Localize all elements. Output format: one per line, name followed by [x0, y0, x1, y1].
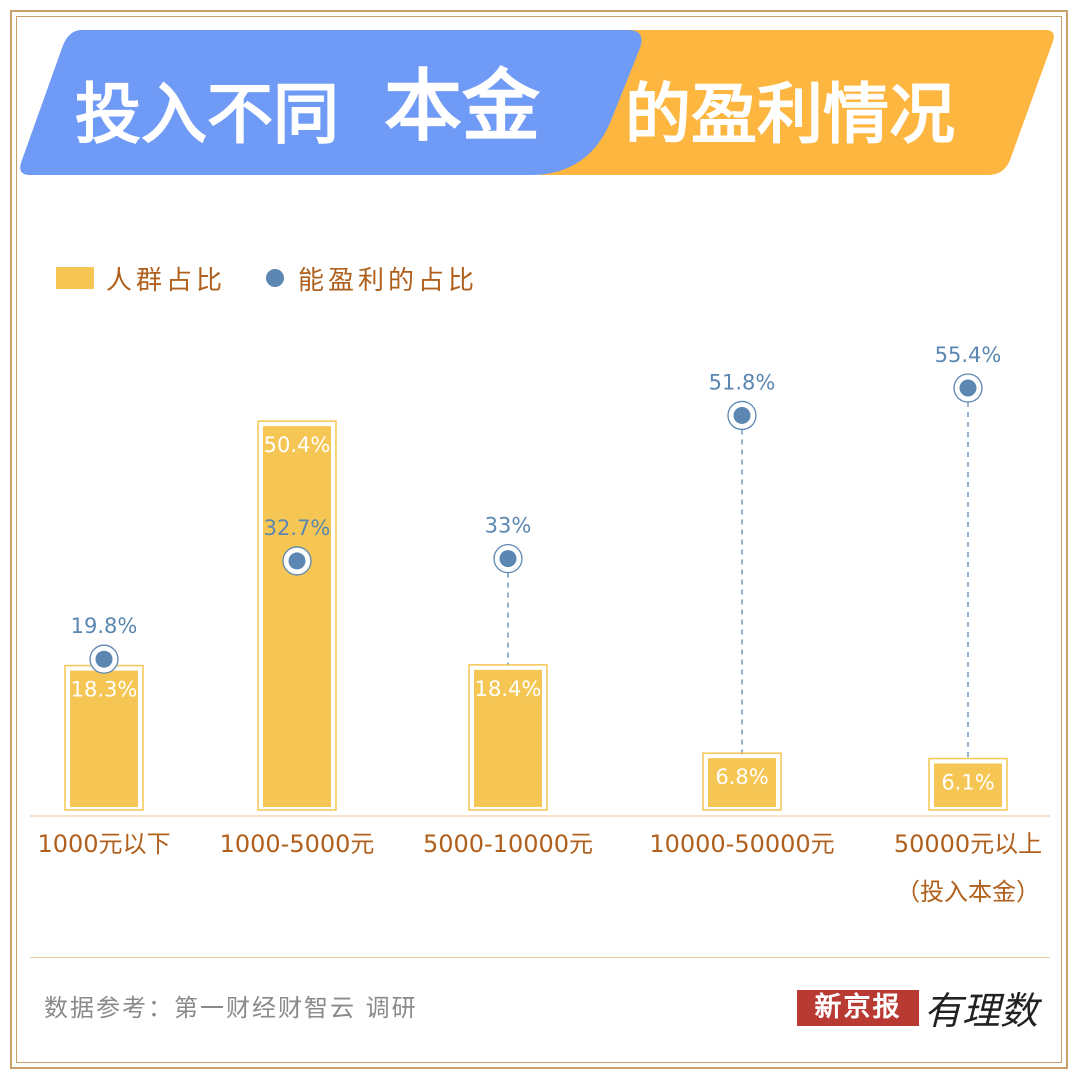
chart-area: 18.3% 19.8% 1000元以下 50.4% 32.7% 1000-5000元 18.…: [30, 343, 1050, 906]
bar: [263, 426, 331, 807]
legend-item-dot: 能盈利的占比: [266, 258, 478, 298]
bar-value-label: 18.4%: [475, 677, 542, 701]
bar-outline: [468, 664, 548, 811]
dot-marker: [95, 650, 113, 668]
legend-dot-marker: [266, 269, 284, 287]
bar-value-label: 50.4%: [264, 433, 331, 457]
bar: [934, 763, 1002, 807]
dot-marker: [959, 379, 977, 397]
dot-value-label: 32.7%: [264, 516, 331, 540]
category-note: （投入本金）: [896, 878, 1040, 906]
dot-value-label: 55.4%: [935, 343, 1002, 367]
legend-bar-label: 人群占比: [106, 265, 227, 296]
bar: [708, 758, 776, 807]
source-note: 数据参考：第一财经财智云 调研: [44, 994, 418, 1022]
legend-item-bar: 人群占比: [56, 258, 226, 298]
dot-marker: [733, 406, 751, 424]
bar: [70, 670, 138, 807]
bar-value-label: 6.8%: [715, 765, 768, 789]
category-label: 1000-5000元: [220, 830, 375, 858]
bar-value-label: 18.3%: [71, 678, 138, 702]
footer-divider: [30, 957, 1050, 958]
title-text-highlight: 本金: [384, 62, 541, 152]
dot-value-label: 19.8%: [71, 614, 138, 638]
legend-bar-swatch: [56, 267, 94, 289]
legend-dot-label: 能盈利的占比: [298, 265, 479, 296]
category-label: 5000-10000元: [423, 830, 593, 858]
outer-frame: [10, 10, 1068, 1069]
brand-script-logo: 有理数: [924, 989, 1039, 1033]
bar-outline: [702, 752, 782, 811]
bar-outline: [928, 757, 1008, 811]
banner-orange-shape: [540, 30, 1054, 175]
dot-marker: [499, 550, 517, 568]
category-label: 1000元以下: [37, 830, 170, 858]
dot-marker: [288, 552, 306, 570]
bar-outline: [257, 420, 337, 811]
dot-value-label: 33%: [485, 514, 532, 538]
dot-value-label: 51.8%: [709, 370, 776, 394]
banner-blue-shape: [20, 30, 642, 175]
inner-frame: [16, 16, 1062, 1063]
bar-value-label: 6.1%: [941, 771, 994, 795]
title-text-part1: 投入不同: [75, 76, 339, 153]
brand-logo: 新京报: [797, 990, 919, 1026]
category-label: 10000-50000元: [649, 830, 834, 858]
bar: [474, 669, 542, 807]
title-banner: [20, 30, 1054, 175]
title-text-part3: 的盈利情况: [625, 76, 955, 153]
category-label: 50000元以上: [894, 830, 1042, 858]
